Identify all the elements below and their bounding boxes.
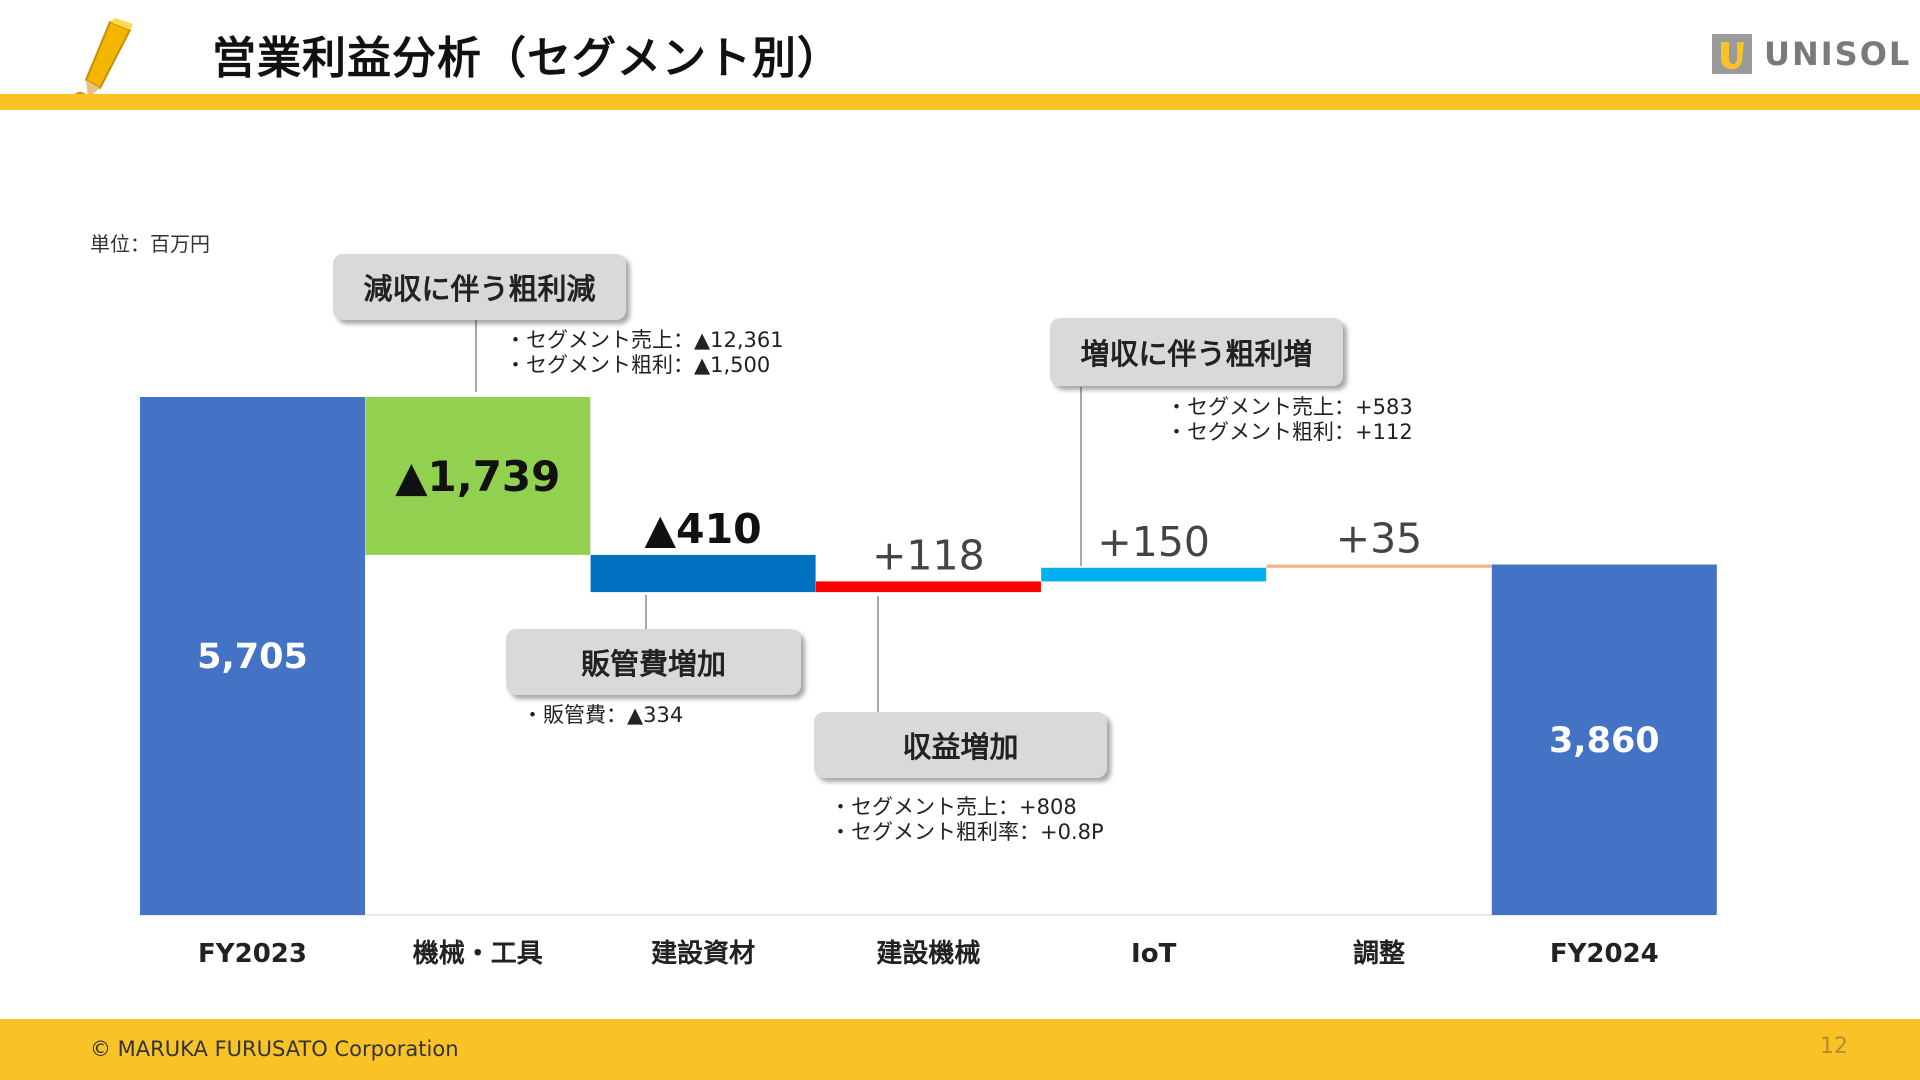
bar-7 [1491, 564, 1717, 915]
unit-label: 単位：百万円 [90, 232, 210, 256]
callout-title: 増収に伴う粗利増 [1080, 337, 1313, 371]
category-label: 調整 [1353, 938, 1405, 969]
callout-notes: ・セグメント売上：+808 ・セグメント粗利率：+0.8P [830, 795, 1104, 845]
callout-notes: ・セグメント売上：+583 ・セグメント粗利：+112 [1166, 395, 1413, 445]
callout-title: 減収に伴う粗利減 [363, 272, 596, 306]
note-line: ・セグメント粗利：▲1,500 [505, 353, 771, 377]
callout-notes: ・セグメント売上：▲12,361 ・セグメント粗利：▲1,500 [505, 328, 784, 378]
company-logo: UNISOL [1712, 34, 1911, 74]
page-number: 12 [1820, 1034, 1848, 1059]
unisol-logo-icon [1712, 34, 1752, 74]
note-line: ・セグメント粗利：+112 [1166, 420, 1413, 444]
callout-notes: ・販管費：▲334 [522, 703, 683, 728]
waterfall-chart: 5,705 ▲1,739 ▲410 +118 +150 +35 3,860 FY2023 機械… [140, 320, 1717, 969]
logo-text: UNISOL [1764, 35, 1912, 73]
category-label: 機械・工具 [413, 939, 543, 969]
note-line: ・販管費：▲334 [522, 703, 684, 727]
header-accent-bar [0, 94, 1920, 110]
data-label: +35 [1336, 515, 1423, 563]
note-line: ・セグメント粗利率：+0.8P [830, 820, 1104, 844]
page-title: 営業利益分析（セグメント別） [212, 33, 842, 84]
data-label: 5,705 [197, 637, 308, 677]
data-label: 3,860 [1549, 721, 1660, 761]
callout-box: 収益増加 [814, 712, 1107, 778]
category-label: FY2023 [198, 939, 307, 969]
note-line: ・セグメント売上：▲12,361 [505, 328, 784, 352]
bar-5 [1041, 567, 1267, 582]
note-line: ・セグメント売上：+808 [830, 795, 1077, 819]
bar-4 [815, 581, 1041, 593]
bar-3 [590, 554, 816, 593]
callout-title: 収益増加 [902, 730, 1019, 764]
data-label: ▲1,739 [395, 452, 560, 501]
footer-bar [0, 1019, 1920, 1080]
callout-box: 販管費増加 [506, 629, 801, 695]
note-line: ・セグメント売上：+583 [1166, 395, 1413, 419]
bar-6 [1266, 564, 1492, 568]
callout-box: 減収に伴う粗利減 [333, 254, 626, 320]
data-label: +118 [872, 531, 985, 579]
category-label: FY2024 [1550, 939, 1659, 969]
copyright-text: © MARUKA FURUSATO Corporation [90, 1037, 459, 1061]
callout-title: 販管費増加 [580, 647, 726, 681]
callout-box: 増収に伴う粗利増 [1050, 318, 1343, 386]
bar-2 [365, 397, 591, 555]
data-label: ▲410 [645, 505, 762, 553]
bar-1 [140, 397, 365, 915]
category-label: 建設機械 [876, 938, 980, 969]
category-label: 建設資材 [651, 938, 755, 969]
category-label: IoT [1131, 939, 1177, 969]
data-label: +150 [1097, 518, 1210, 566]
